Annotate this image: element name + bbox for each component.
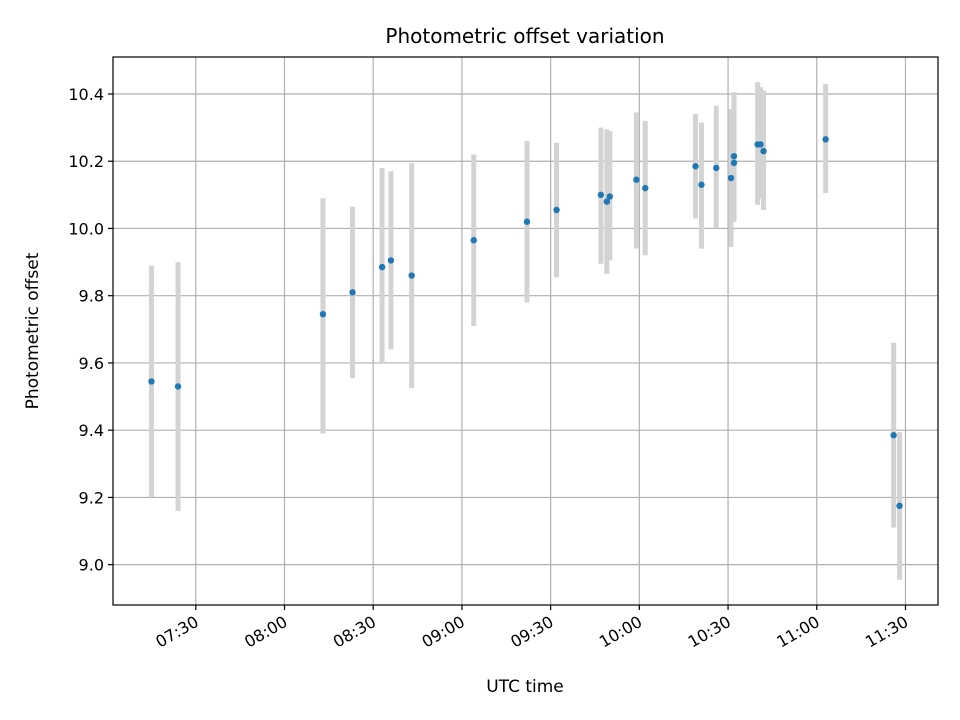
data-point — [692, 163, 699, 170]
data-point — [698, 181, 705, 188]
x-tick-label: 11:30 — [862, 612, 911, 652]
data-point — [822, 136, 829, 143]
x-tick-label: 09:00 — [418, 612, 467, 652]
data-point — [470, 237, 477, 244]
data-point — [523, 218, 531, 225]
data-point — [890, 432, 897, 439]
y-axis-label: Photometric offset — [23, 252, 43, 409]
y-tick-label: 10.4 — [68, 85, 104, 104]
data-point — [642, 184, 649, 192]
data-point — [730, 152, 738, 160]
x-tick-label: 09:30 — [507, 612, 556, 652]
y-tick-label: 9.2 — [79, 488, 104, 507]
data-point — [896, 502, 903, 510]
data-point — [174, 383, 182, 390]
data-point — [319, 310, 327, 318]
plot-frame — [112, 56, 939, 606]
error-bars — [148, 82, 903, 580]
y-tick-label: 10.0 — [68, 219, 104, 238]
data-points — [148, 136, 903, 510]
y-tick-label: 9.0 — [79, 556, 104, 575]
data-point — [730, 159, 738, 167]
y-tick-label: 9.6 — [79, 354, 104, 373]
data-point — [597, 191, 605, 199]
data-point — [727, 174, 735, 182]
data-point — [349, 289, 356, 296]
data-point — [408, 272, 415, 279]
y-tick-label: 9.8 — [79, 287, 104, 306]
data-point — [148, 378, 155, 385]
axis-ticks: 07:30 08:00 08:30 09:00 09:30 10:00 10:30 11:00… — [68, 85, 911, 652]
data-point — [713, 164, 720, 172]
data-point — [603, 198, 611, 205]
data-point — [378, 263, 386, 271]
x-tick-label: 11:00 — [773, 612, 822, 652]
data-point — [757, 141, 764, 148]
x-tick-label: 08:00 — [241, 612, 290, 652]
x-tick-label: 10:00 — [596, 612, 645, 652]
x-axis-label: UTC time — [486, 677, 564, 697]
chart-title: Photometric offset variation — [385, 24, 664, 48]
y-tick-label: 10.2 — [68, 152, 104, 171]
data-point — [633, 176, 640, 183]
x-tick-label: 07:30 — [152, 612, 201, 652]
y-tick-label: 9.4 — [79, 421, 104, 440]
data-point — [760, 147, 767, 155]
grid — [113, 57, 938, 605]
x-tick-label: 08:30 — [330, 612, 379, 652]
data-point — [553, 206, 560, 214]
data-point — [387, 257, 395, 264]
data-point — [606, 193, 613, 200]
x-tick-label: 10:30 — [685, 612, 734, 652]
